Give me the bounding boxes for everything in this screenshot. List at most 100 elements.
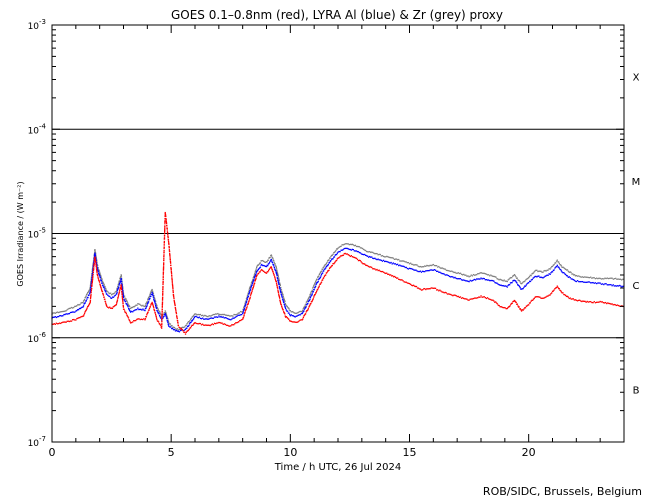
data-point-goes (595, 301, 598, 303)
data-point-al (121, 285, 123, 287)
data-point-goes (343, 253, 345, 255)
data-point-goes (386, 272, 388, 274)
data-point-al (451, 275, 453, 278)
data-point-goes (122, 299, 124, 301)
data-point-al (121, 287, 123, 289)
data-point-al (154, 302, 156, 304)
data-point-goes (92, 274, 94, 276)
data-point-goes (177, 322, 179, 324)
data-point-al (303, 308, 306, 310)
data-point-zr (304, 305, 306, 307)
data-point-al (344, 247, 346, 250)
data-point-al (165, 315, 167, 317)
data-point-al (309, 297, 312, 299)
data-point-goes (615, 304, 618, 307)
data-point-al (188, 324, 190, 327)
data-point-goes (390, 274, 392, 276)
data-point-zr (553, 263, 555, 266)
data-point-goes (83, 314, 85, 316)
data-point-goes (399, 278, 401, 281)
data-point-zr (126, 302, 129, 304)
data-point-goes (377, 269, 379, 272)
data-point-zr (400, 260, 402, 262)
data-point-zr (523, 280, 525, 283)
data-point-goes (278, 295, 280, 297)
data-point-al (262, 264, 264, 267)
data-point-goes (392, 275, 394, 277)
data-point-zr (221, 313, 223, 316)
data-point-zr (391, 257, 393, 259)
data-point-goes (560, 291, 563, 293)
data-point-goes (260, 269, 262, 272)
data-point-goes (226, 324, 229, 327)
data-point-al (263, 264, 265, 267)
data-point-al (287, 312, 289, 314)
data-point-goes (85, 308, 88, 310)
data-point-zr (283, 299, 285, 301)
data-point-goes (93, 260, 96, 262)
data-point-goes (406, 282, 409, 284)
data-point-zr (247, 294, 249, 296)
data-point-al (522, 287, 524, 290)
data-point-zr (362, 248, 365, 251)
data-point-al (392, 262, 394, 264)
data-point-al (598, 282, 600, 284)
data-point-zr (63, 310, 65, 313)
data-point-zr (336, 248, 338, 250)
data-point-goes (163, 240, 166, 243)
data-point-zr (557, 261, 559, 263)
data-point-goes (68, 320, 71, 323)
data-point-zr (567, 270, 569, 272)
data-point-al (464, 279, 466, 282)
data-point-goes (161, 318, 163, 320)
data-point-zr (307, 297, 310, 300)
data-point-goes (257, 273, 259, 275)
data-point-al (548, 273, 550, 275)
data-point-al (187, 325, 189, 327)
data-point-al (160, 317, 162, 319)
data-point-zr (283, 298, 285, 300)
data-point-goes (169, 255, 171, 257)
data-point-zr (212, 313, 215, 316)
data-point-zr (511, 275, 514, 277)
data-point-zr (192, 315, 194, 318)
data-point-zr (168, 323, 171, 325)
data-point-zr (592, 277, 594, 279)
data-point-al (153, 300, 156, 302)
data-point-al (108, 295, 110, 297)
data-point-zr (167, 317, 169, 320)
data-point-zr (313, 285, 315, 287)
data-point-zr (515, 277, 518, 279)
data-point-al (363, 253, 366, 256)
data-point-goes (265, 272, 268, 274)
data-point-al (371, 256, 373, 258)
data-point-goes (104, 298, 106, 300)
data-point-al (99, 275, 101, 277)
data-point-goes (74, 319, 76, 321)
data-point-goes (126, 314, 128, 316)
data-point-goes (569, 297, 571, 299)
data-point-zr (249, 286, 251, 289)
data-point-al (96, 268, 98, 270)
data-point-zr (82, 302, 84, 304)
data-point-zr (99, 273, 101, 275)
data-point-al (511, 282, 513, 284)
data-point-al (367, 255, 369, 257)
data-point-al (345, 247, 347, 250)
data-point-zr (284, 302, 286, 305)
data-point-zr (103, 283, 105, 285)
series-layer (51, 211, 624, 335)
data-point-zr (281, 293, 284, 295)
data-point-al (191, 320, 193, 322)
data-point-zr (588, 276, 591, 279)
data-point-goes (271, 267, 273, 269)
data-point-goes (90, 291, 92, 293)
data-point-al (239, 314, 242, 316)
data-point-zr (91, 270, 93, 273)
data-point-al (280, 293, 282, 295)
data-point-al (524, 285, 527, 287)
data-point-goes (161, 303, 164, 305)
data-point-zr (298, 311, 300, 313)
data-point-al (195, 315, 197, 318)
